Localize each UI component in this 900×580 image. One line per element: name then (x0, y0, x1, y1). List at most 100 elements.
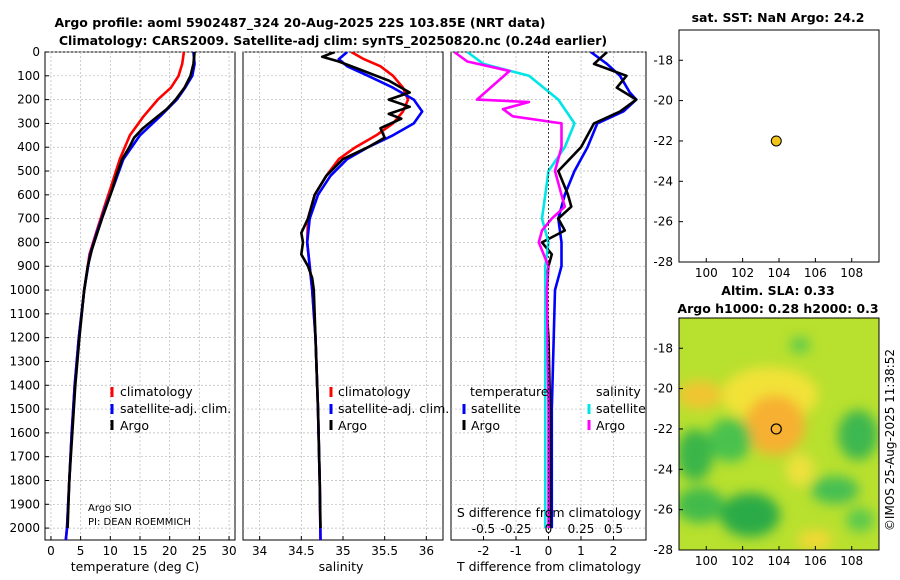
depth-tick-label: 1600 (9, 426, 40, 440)
salinity-axis-ticks: 34 34.5 35 35.5 36 (252, 536, 434, 558)
legend-label-satellite: satellite-adj. clim. (338, 401, 449, 416)
map-y-tick-label: -28 (653, 255, 673, 269)
figure-title-line2: Climatology: CARS2009. Satellite-adj cli… (59, 33, 607, 49)
map-y-tick-label: -22 (653, 134, 673, 148)
legend-label-t-argo: Argo (471, 418, 500, 433)
map-x-tick-label: 104 (768, 266, 791, 280)
sla-blob (679, 487, 724, 523)
s-diff-tick-label: 0.25 (568, 522, 595, 536)
sla-blob (679, 381, 722, 409)
depth-tick-label: 1500 (9, 402, 40, 416)
x-tick-label: -2 (478, 544, 490, 558)
sst-map-title: sat. SST: NaN Argo: 24.2 (692, 10, 865, 25)
legend-label-argo: Argo (338, 418, 367, 433)
depth-tick-label: 100 (17, 69, 40, 83)
x-tick-label: 30 (221, 544, 236, 558)
sla-blob (790, 337, 810, 353)
depth-tick-label: 1400 (9, 378, 40, 392)
map-y-tick-label: -18 (653, 341, 673, 355)
depth-tick-label: 1300 (9, 354, 40, 368)
map-y-tick-label: -20 (653, 94, 673, 108)
map-y-tick-label: -20 (653, 382, 673, 396)
map-x-tick-label: 102 (731, 266, 754, 280)
depth-tick-label: 600 (17, 188, 40, 202)
series-line-temperature-satellite (550, 52, 638, 529)
depth-tick-label: 500 (17, 164, 40, 178)
map-y-tick-label: -22 (653, 422, 673, 436)
salinity-grid (243, 51, 443, 540)
x-tick-label: -1 (510, 544, 522, 558)
t-difference-x-label: T difference from climatology (456, 559, 642, 574)
difference-legend: temperature salinity satellite Argo sate… (462, 384, 646, 433)
series-line-salinity-satellite (466, 52, 576, 529)
sst-argo-float-marker[interactable] (770, 135, 782, 147)
sla-blob (720, 493, 780, 537)
temperature-legend: climatology satellite-adj. clim. Argo (110, 384, 231, 433)
temperature-x-label: temperature (deg C) (71, 559, 200, 574)
map-y-tick-label: -18 (653, 53, 673, 67)
map-x-tick-label: 108 (840, 266, 863, 280)
map-y-tick-label: -26 (653, 503, 673, 517)
sla-blob (786, 454, 814, 486)
map-x-tick-label: 108 (840, 554, 863, 568)
legend-label-s-satellite: satellite (596, 401, 646, 416)
map-y-tick-label: -24 (653, 462, 673, 476)
imos-timestamp: ©IMOS 25-Aug-2025 11:38:52 (883, 349, 897, 531)
x-tick-label: 15 (132, 544, 147, 558)
map-x-tick-label: 100 (695, 554, 718, 568)
depth-tick-label: 1900 (9, 497, 40, 511)
sla-map-ticks: 100 102 104 106 108 -18 -20 -22 -24 -26 -28 (653, 341, 863, 568)
x-tick-label: 2 (610, 544, 618, 558)
x-tick-label: 10 (103, 544, 118, 558)
series-line-climatology (305, 52, 410, 540)
s-diff-tick-label: 0 (545, 522, 553, 536)
depth-tick-label: 700 (17, 212, 40, 226)
s-diff-tick-label: -0.25 (500, 522, 531, 536)
depth-axis-ticks: 0 100 200 300 400 500 600 700 800 900 1000 1100 1200… (9, 45, 49, 535)
map-x-tick-label: 106 (804, 266, 827, 280)
map-y-tick-label: -24 (653, 174, 673, 188)
x-tick-label: 35.5 (371, 544, 398, 558)
x-tick-label: 36 (419, 544, 434, 558)
sla-blob (846, 508, 874, 532)
sla-blob (745, 395, 805, 455)
depth-tick-label: 0 (32, 45, 40, 59)
temperature-axis-ticks: 0 5 10 15 20 25 30 (47, 536, 237, 558)
salinity-legend: climatology satellite-adj. clim. Argo (329, 384, 449, 433)
series-line-satellite-adj-clim- (305, 52, 424, 540)
map-x-tick-label: 104 (768, 554, 791, 568)
sst-map-frame (678, 29, 880, 263)
sla-argo-float-marker[interactable] (770, 423, 782, 435)
x-tick-label: 5 (77, 544, 85, 558)
series-line-salinity-argo (453, 52, 567, 529)
legend-heading-salinity: salinity (596, 384, 641, 399)
salinity-x-label: salinity (319, 559, 364, 574)
depth-tick-label: 400 (17, 140, 40, 154)
series-line-satellite-adj-clim- (64, 52, 196, 540)
legend-label-climatology: climatology (338, 384, 411, 399)
legend-label-satellite: satellite-adj. clim. (120, 401, 231, 416)
temperature-series (64, 52, 196, 540)
credit-line1: Argo SIO (88, 503, 132, 514)
sla-blob (797, 530, 833, 550)
s-diff-tick-label: 0.5 (604, 522, 623, 536)
sla-heatmap-field (679, 337, 878, 550)
depth-tick-label: 2000 (9, 521, 40, 535)
depth-tick-label: 1700 (9, 450, 40, 464)
map-x-tick-label: 100 (695, 266, 718, 280)
sla-blob (679, 429, 713, 481)
s-difference-x-label: S difference from climatology (457, 505, 642, 520)
x-tick-label: 25 (192, 544, 207, 558)
depth-tick-label: 900 (17, 259, 40, 273)
credit-line2: PI: DEAN ROEMMICH (88, 517, 191, 528)
sla-blob (708, 418, 752, 462)
series-line-argo (299, 52, 412, 529)
depth-tick-label: 1000 (9, 283, 40, 297)
legend-label-argo: Argo (120, 418, 149, 433)
figure-title-line1: Argo profile: aoml 5902487_324 20-Aug-20… (55, 15, 546, 31)
legend-label-s-argo: Argo (596, 418, 625, 433)
x-tick-label: 20 (162, 544, 177, 558)
difference-axis-ticks: -2 -1 0 1 2 (478, 536, 618, 558)
sla-map-title-line1: Altim. SLA: 0.33 (721, 283, 834, 298)
